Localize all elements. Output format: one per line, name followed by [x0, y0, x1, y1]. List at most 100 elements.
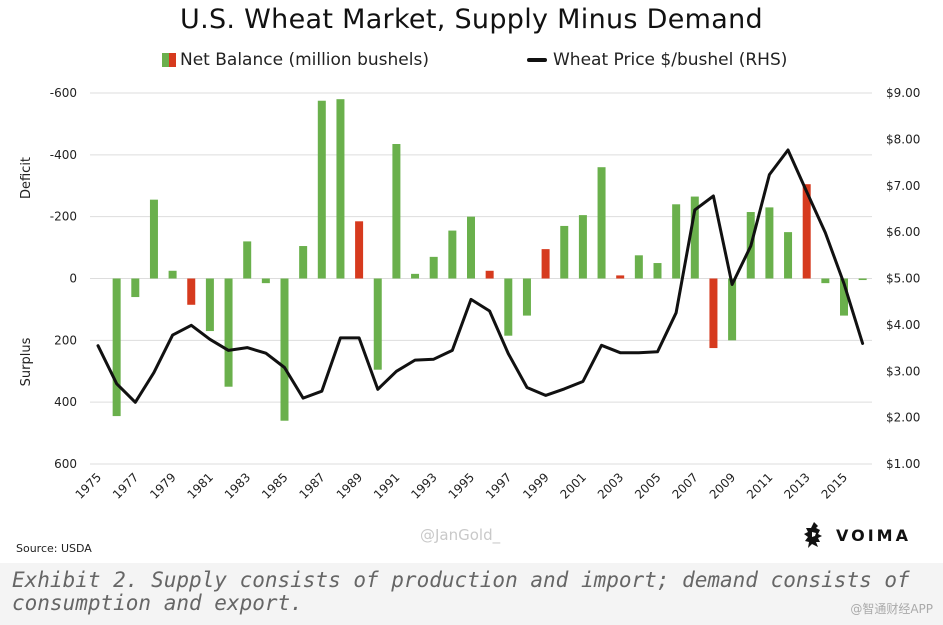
footer-watermark: @智通财经APP — [850, 602, 933, 616]
right-tick-label: $4.00 — [886, 318, 920, 332]
net-balance-bar — [784, 232, 793, 279]
left-tick-label: 200 — [54, 333, 77, 347]
x-tick-label: 1985 — [259, 470, 290, 501]
net-balance-bar — [131, 278, 140, 298]
left-tick-label: -400 — [50, 148, 77, 162]
net-balance-bar — [411, 273, 420, 279]
bar-layer — [112, 99, 867, 421]
net-balance-bar — [205, 278, 214, 332]
x-tick-label: 1983 — [222, 470, 253, 501]
net-balance-bar — [299, 246, 308, 279]
left-tick-label: -200 — [50, 210, 77, 224]
x-tick-label: 1977 — [110, 470, 141, 501]
net-balance-bar — [672, 204, 681, 279]
legend-net-balance: Net Balance (million bushels) — [162, 50, 429, 70]
x-tick-label: 2013 — [781, 470, 812, 501]
x-tick-label: 1991 — [371, 470, 402, 501]
right-tick-label: $5.00 — [886, 272, 920, 286]
x-tick-label: 1987 — [296, 470, 327, 501]
right-tick-label: $1.00 — [886, 457, 920, 471]
chart-title: U.S. Wheat Market, Supply Minus Demand — [180, 4, 763, 35]
exhibit-caption: Exhibit 2. Supply consists of production… — [12, 568, 910, 615]
x-tick-label: 2015 — [819, 470, 850, 501]
wheat-price-line — [96, 148, 865, 404]
net-balance-bar — [373, 278, 382, 370]
right-tick-label: $7.00 — [886, 179, 920, 193]
net-balance-bar — [840, 278, 848, 316]
right-tick-label: $9.00 — [886, 86, 920, 100]
net-balance-bar — [224, 278, 233, 387]
source-note: Source: USDA — [16, 542, 92, 555]
net-balance-bar — [504, 278, 513, 336]
watermark-handle: @JanGold_ — [420, 526, 501, 544]
x-tick-label: 2003 — [595, 470, 626, 501]
net-balance-bar — [112, 278, 121, 417]
x-tick-label: 1995 — [446, 470, 477, 501]
axis-label-deficit: Deficit — [19, 157, 34, 199]
chart-area: -600 -400 -200 0 200 400 600 $9.00 $8.00 $7.00 $6.… — [16, 4, 921, 555]
legend-swatch-deficit — [169, 53, 176, 67]
net-balance-bar — [728, 278, 737, 341]
net-balance-bar — [317, 100, 326, 279]
net-balance-bar — [578, 215, 587, 279]
legend-wheat-price: Wheat Price $/bushel (RHS) — [527, 50, 787, 70]
net-balance-bar — [280, 278, 289, 421]
x-tick-label: 2009 — [707, 470, 738, 501]
net-balance-bar — [168, 270, 177, 279]
x-tick-label: 2005 — [632, 470, 663, 501]
net-balance-bar — [149, 199, 158, 279]
net-balance-bar — [448, 230, 457, 279]
net-balance-bar — [765, 207, 774, 279]
left-tick-label: 600 — [54, 457, 77, 471]
net-balance-bar — [653, 263, 662, 279]
line-layer — [96, 148, 865, 404]
brand: VOIMA — [800, 520, 911, 550]
chart-svg: -600 -400 -200 0 200 400 600 $9.00 $8.00 $7.00 $6.… — [19, 86, 920, 502]
grid-layer — [90, 92, 872, 465]
right-tick-label: $6.00 — [886, 225, 920, 239]
left-tick-label: -600 — [50, 86, 77, 100]
x-tick-label: 1997 — [483, 470, 514, 501]
net-balance-bar — [690, 196, 699, 279]
net-balance-bar — [821, 278, 830, 284]
net-balance-bar — [392, 144, 401, 279]
net-balance-bar — [597, 167, 606, 279]
x-tick-label: 2007 — [669, 470, 700, 501]
x-tick-label: 1975 — [73, 470, 104, 501]
net-balance-bar — [616, 275, 625, 279]
net-balance-bar — [522, 278, 531, 316]
right-tick-label: $3.00 — [886, 364, 920, 378]
net-balance-bar — [709, 278, 718, 349]
net-balance-bar — [355, 221, 364, 279]
legend-net-label: Net Balance (million bushels) — [180, 50, 429, 70]
right-tick-label: $8.00 — [886, 132, 920, 146]
net-balance-bar — [485, 270, 494, 279]
right-tick-label: $2.00 — [886, 411, 920, 425]
x-tick-label: 1989 — [334, 470, 365, 501]
net-balance-bar — [802, 184, 811, 279]
caption-area: Exhibit 2. Supply consists of production… — [0, 563, 943, 625]
net-balance-bar — [634, 255, 643, 279]
x-tick-label: 2001 — [558, 470, 589, 501]
net-balance-bar — [429, 256, 438, 279]
net-balance-bar — [261, 278, 270, 284]
legend-swatch-price-line — [527, 58, 547, 62]
net-balance-bar — [467, 216, 475, 279]
voima-logo-icon — [804, 522, 822, 548]
net-balance-bar — [858, 278, 867, 281]
net-balance-bar — [541, 249, 550, 279]
net-balance-bar — [560, 225, 569, 279]
net-balance-bar — [336, 99, 345, 279]
net-balance-bar — [243, 241, 252, 279]
x-tick-label: 2011 — [744, 470, 775, 501]
axis-label-surplus: Surplus — [19, 337, 34, 386]
x-tick-label: 1993 — [408, 470, 439, 501]
left-tick-label: 400 — [54, 395, 77, 409]
x-tick-label: 1981 — [185, 470, 216, 501]
x-tick-label: 1999 — [520, 470, 551, 501]
axis-layer: -600 -400 -200 0 200 400 600 $9.00 $8.00 $7.00 $6.… — [19, 86, 920, 502]
brand-name: VOIMA — [836, 525, 911, 545]
legend-price-label: Wheat Price $/bushel (RHS) — [553, 50, 788, 70]
legend-swatch-surplus — [162, 53, 169, 67]
x-tick-label: 1979 — [147, 470, 178, 501]
